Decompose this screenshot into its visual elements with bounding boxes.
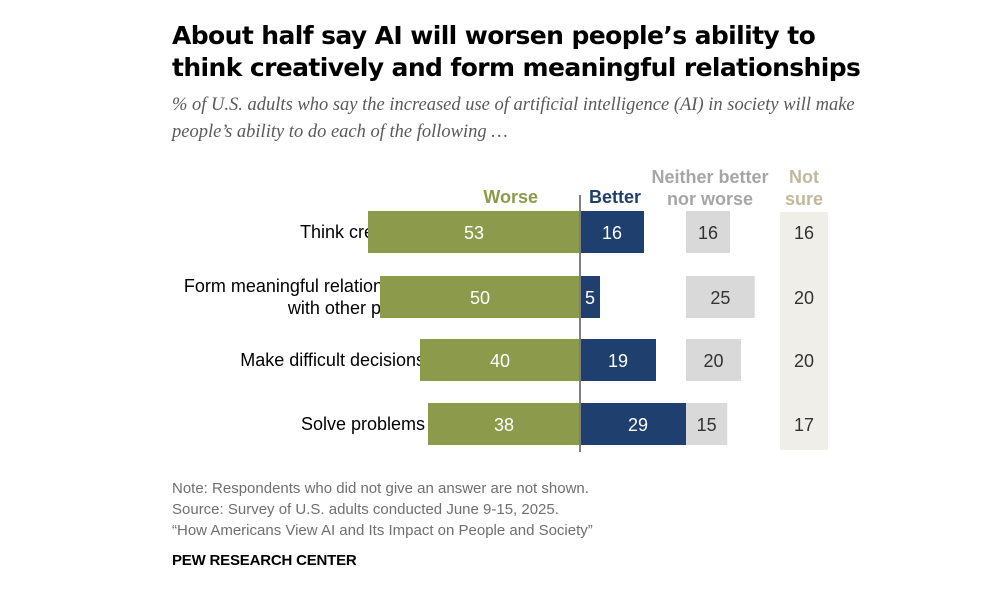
- bar-worse: [380, 276, 580, 318]
- bar-neither: [686, 339, 741, 381]
- value-label-better: 5: [585, 288, 595, 308]
- value-label-not-sure: 20: [794, 351, 814, 371]
- value-label-neither: 25: [710, 288, 730, 308]
- value-label-better: 16: [602, 223, 622, 243]
- bar-worse: [428, 403, 580, 445]
- bar-neither: [686, 276, 755, 318]
- header-not-sure: Not: [789, 167, 819, 187]
- value-label-neither: 15: [697, 415, 717, 435]
- chart-subtitle: % of U.S. adults who say the increased u…: [172, 95, 855, 142]
- value-label-better: 29: [628, 415, 648, 435]
- value-label-worse: 53: [464, 223, 484, 243]
- bar-better: [580, 403, 696, 445]
- value-label-better: 19: [608, 351, 628, 371]
- header-worse: Worse: [483, 187, 538, 207]
- value-label-not-sure: 16: [794, 223, 814, 243]
- value-label-not-sure: 20: [794, 288, 814, 308]
- chart-title: About half say AI will worsen people’s a…: [172, 21, 861, 82]
- chart-footer: Note: Respondents who did not give an an…: [172, 478, 593, 541]
- value-label-worse: 50: [470, 288, 490, 308]
- bar-neither: [686, 211, 730, 253]
- header-neither: Neither better: [651, 167, 768, 187]
- value-label-worse: 38: [494, 415, 514, 435]
- value-label-not-sure: 17: [794, 415, 814, 435]
- value-label-worse: 40: [490, 351, 510, 371]
- category-label: Solve problems: [301, 414, 425, 434]
- bar-better: [580, 339, 656, 381]
- header-neither: nor worse: [667, 189, 753, 209]
- bar-neither: [686, 403, 728, 445]
- footer-source: Source: Survey of U.S. adults conducted …: [172, 501, 559, 518]
- value-label-neither: 20: [703, 351, 723, 371]
- header-better: Better: [589, 187, 641, 207]
- pew-research-center-logo: PEW RESEARCH CENTER: [172, 552, 357, 569]
- footer-note: Note: Respondents who did not give an an…: [172, 480, 589, 497]
- bar-worse: [420, 339, 580, 381]
- bar-better: [580, 211, 644, 253]
- category-label: Form meaningful relationships: [184, 276, 425, 296]
- footer-report: “How Americans View AI and Its Impact on…: [172, 522, 593, 539]
- bar-worse: [368, 211, 580, 253]
- bar-better: [580, 276, 600, 318]
- category-label: Make difficult decisions: [240, 350, 425, 370]
- value-label-neither: 16: [698, 223, 718, 243]
- not-sure-column-bg: [780, 212, 828, 450]
- header-not-sure: sure: [785, 189, 823, 209]
